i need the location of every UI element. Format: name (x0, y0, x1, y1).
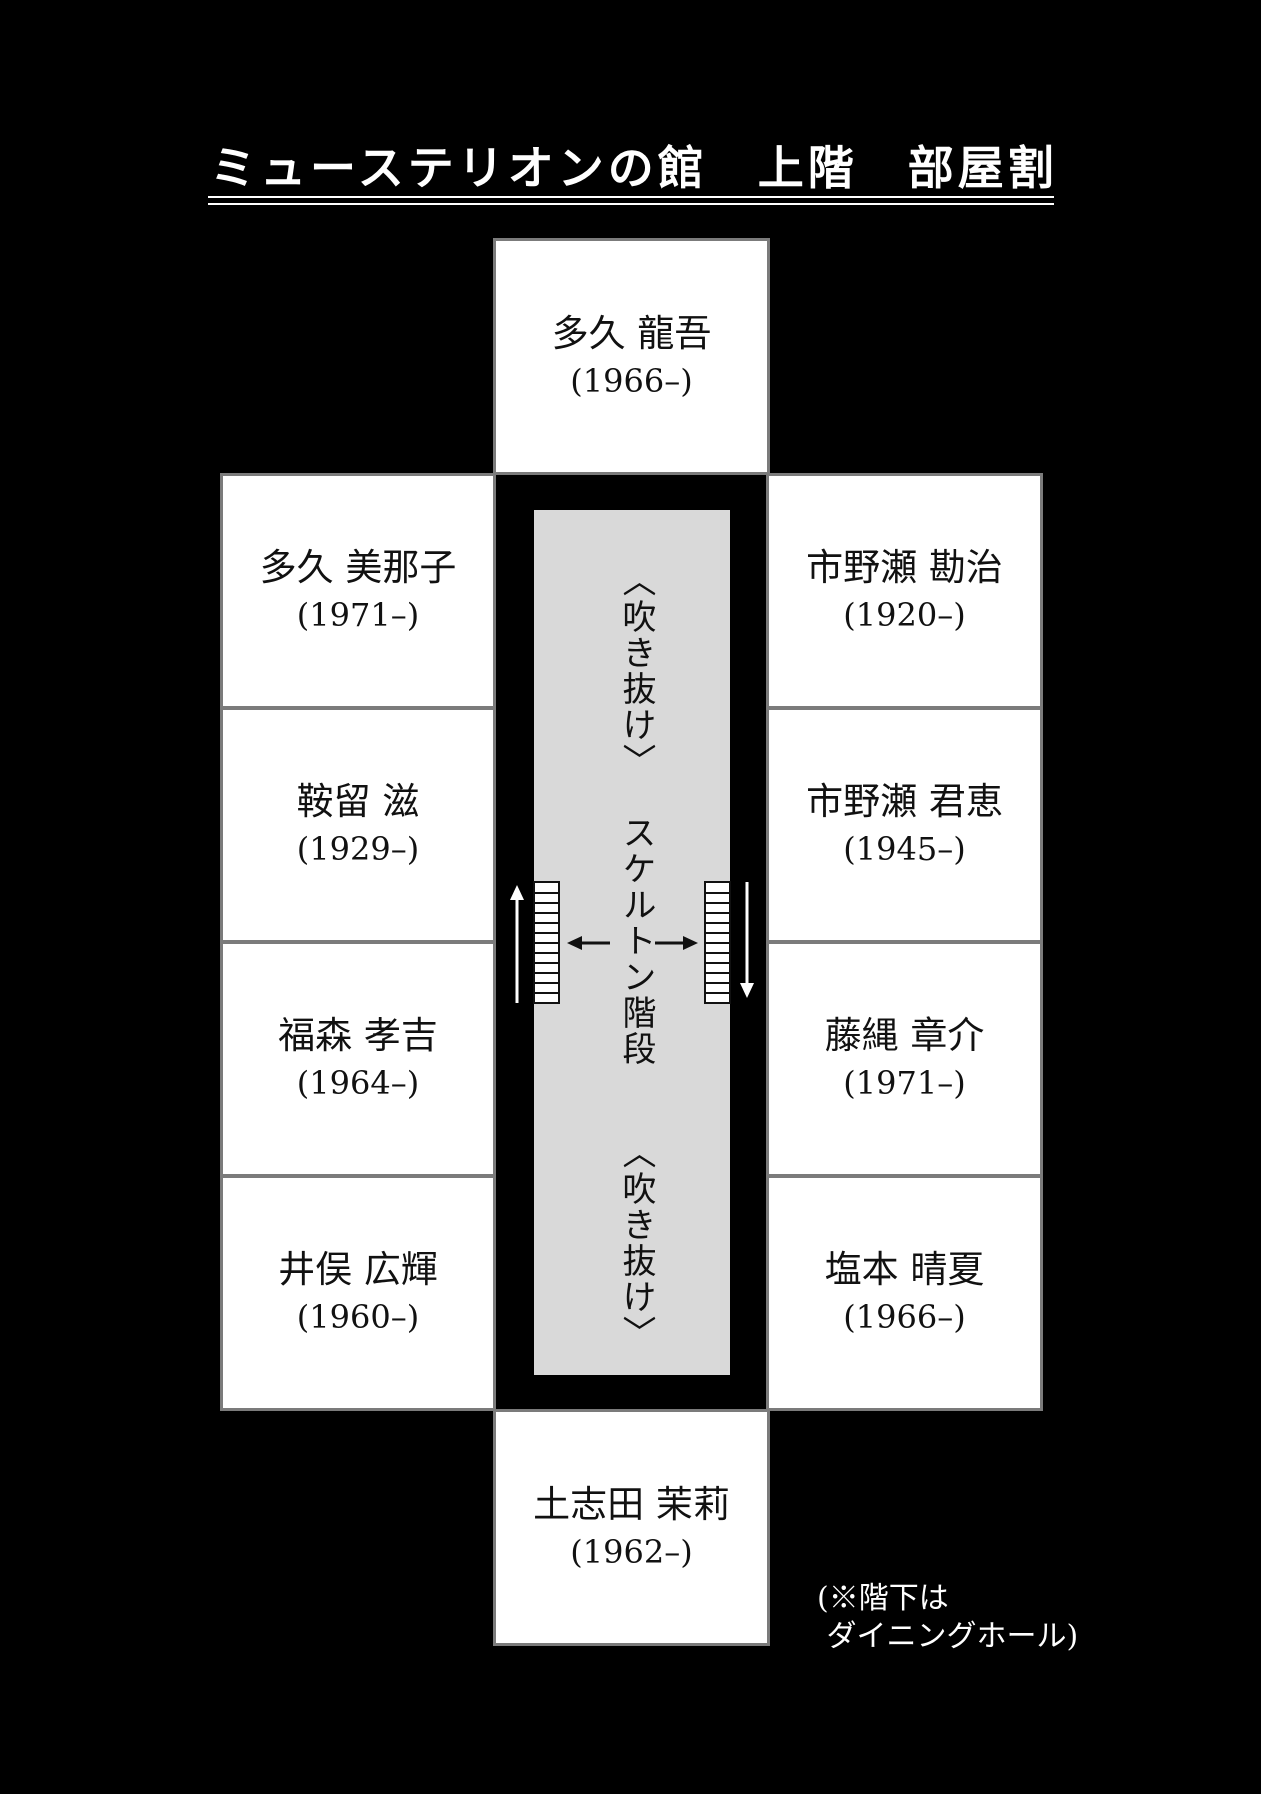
room-years: (1945–) (843, 830, 966, 868)
room-years: (1962–) (570, 1532, 693, 1571)
room-name: 井俣 広輝 (278, 1248, 438, 1291)
right-arrow-icon (655, 936, 698, 950)
right-stair-icon (704, 881, 754, 1004)
room-years: (1971–) (843, 1064, 966, 1102)
room-name: 多久 龍吾 (551, 311, 712, 355)
title-rule-top (208, 196, 1054, 198)
room-name: 鞍留 滋 (296, 780, 420, 823)
room-left-2: 鞍留 滋 (1929–) (220, 707, 496, 943)
room-years: (1964–) (296, 1064, 420, 1102)
room-years: (1971–) (296, 596, 420, 634)
room-years: (1966–) (570, 361, 693, 400)
title-floor: 上階 (757, 141, 858, 195)
stairs-label: スケルトン階段 (616, 815, 656, 1067)
left-stair-icon (510, 881, 560, 1004)
title-rule-bottom (208, 203, 1054, 205)
diagram-title: ミューステリオンの館 上階 部屋割 (210, 132, 1060, 198)
room-name: 土志田 茉莉 (533, 1482, 730, 1526)
left-arrow-icon (567, 936, 610, 950)
room-left-3: 福森 孝吉 (1964–) (220, 941, 496, 1177)
title-name: ミューステリオンの館 (210, 141, 708, 195)
room-years: (1966–) (843, 1298, 966, 1336)
title-subtitle: 部屋割 (907, 141, 1058, 195)
room-name: 多久 美那子 (259, 546, 457, 589)
room-left-1: 多久 美那子 (1971–) (220, 473, 496, 709)
room-years: (1960–) (296, 1298, 420, 1336)
room-name: 塩本 晴夏 (824, 1248, 985, 1291)
room-name: 市野瀬 勘治 (806, 546, 1003, 589)
room-name: 藤縄 章介 (824, 1014, 985, 1057)
room-name: 福森 孝吉 (278, 1014, 438, 1057)
room-right-1: 市野瀬 勘治 (1920–) (766, 473, 1043, 709)
room-top: 多久 龍吾 (1966–) (493, 238, 770, 475)
void-label-bottom: 〈吹き抜け〉 (616, 1135, 656, 1351)
room-years: (1929–) (296, 830, 420, 868)
room-right-2: 市野瀬 君恵 (1945–) (766, 707, 1043, 943)
room-bottom: 土志田 茉莉 (1962–) (493, 1409, 770, 1646)
atrium-void (534, 510, 730, 1375)
room-right-3: 藤縄 章介 (1971–) (766, 941, 1043, 1177)
room-years: (1920–) (843, 596, 966, 634)
void-label-top: 〈吹き抜け〉 (616, 563, 656, 779)
floor-note: (※階下は ダイニングホール) (817, 1581, 1079, 1654)
room-right-4: 塩本 晴夏 (1966–) (766, 1175, 1043, 1411)
room-name: 市野瀬 君恵 (806, 780, 1003, 823)
room-left-4: 井俣 広輝 (1960–) (220, 1175, 496, 1411)
